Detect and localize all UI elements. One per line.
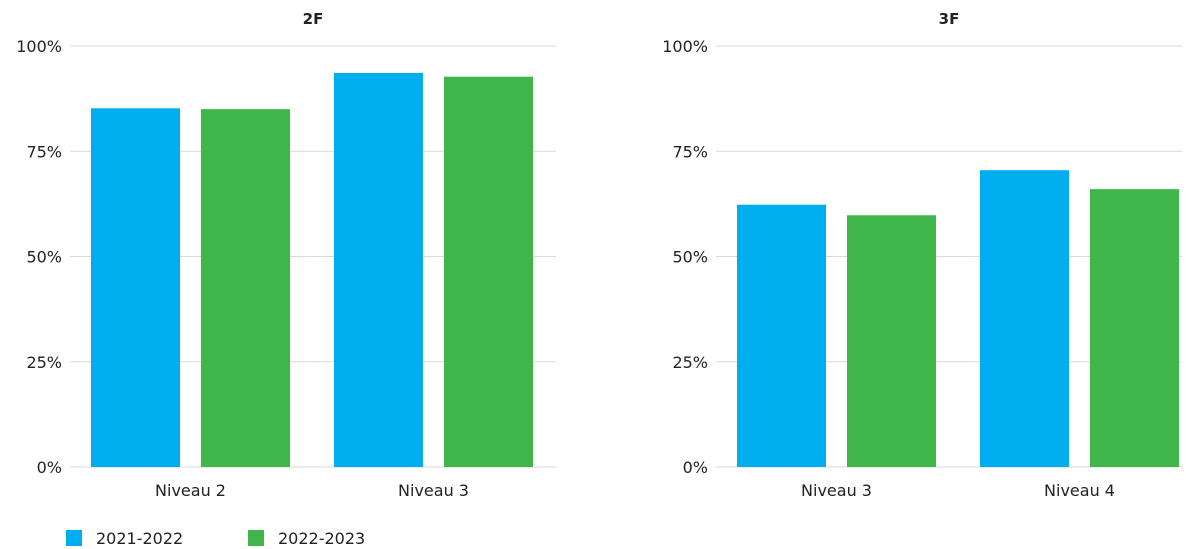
bar-niveau-3-2022-2023 [444, 76, 533, 467]
bar-niveau-3-2021-2022 [334, 72, 423, 467]
legend-label: 2021-2022 [96, 529, 183, 548]
bar-niveau-3-2021-2022 [737, 204, 826, 468]
legend-label: 2022-2023 [278, 529, 365, 548]
y-tick-label: 25% [26, 353, 62, 372]
x-category-label: Niveau 3 [398, 481, 469, 500]
y-tick-label: 50% [26, 248, 62, 267]
bar-niveau-3-2022-2023 [847, 215, 936, 467]
chart-panel-2f: 2F 0% 25% 50% 75% 100% Niveau 2 Niveau 3 [16, 10, 556, 500]
y-tick-label: 75% [672, 142, 708, 161]
y-tick-label: 100% [662, 37, 708, 56]
legend-swatch [248, 530, 264, 546]
chart-title: 3F [939, 10, 960, 28]
bar-niveau-2-2022-2023 [201, 109, 290, 468]
chart-panel-3f: 3F 0% 25% 50% 75% 100% Niveau 3 Niveau 4 [662, 10, 1182, 500]
y-tick-label: 75% [26, 142, 62, 161]
chart-title: 2F [303, 10, 324, 28]
bar-niveau-2-2021-2022 [91, 108, 180, 468]
y-tick-label: 100% [16, 37, 62, 56]
bar-niveau-4-2021-2022 [980, 170, 1069, 467]
legend-swatch [66, 530, 82, 546]
y-tick-label: 25% [672, 353, 708, 372]
x-category-label: Niveau 2 [155, 481, 226, 500]
legend: 2021-2022 2022-2023 [66, 529, 365, 548]
y-tick-label: 0% [683, 458, 708, 477]
x-category-label: Niveau 4 [1044, 481, 1115, 500]
bar-niveau-4-2022-2023 [1090, 189, 1179, 467]
y-tick-label: 0% [37, 458, 62, 477]
x-category-label: Niveau 3 [801, 481, 872, 500]
y-tick-label: 50% [672, 248, 708, 267]
